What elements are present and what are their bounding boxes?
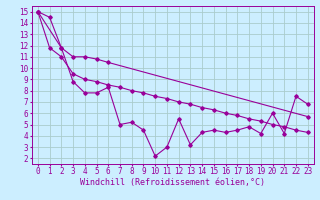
X-axis label: Windchill (Refroidissement éolien,°C): Windchill (Refroidissement éolien,°C) xyxy=(80,178,265,187)
